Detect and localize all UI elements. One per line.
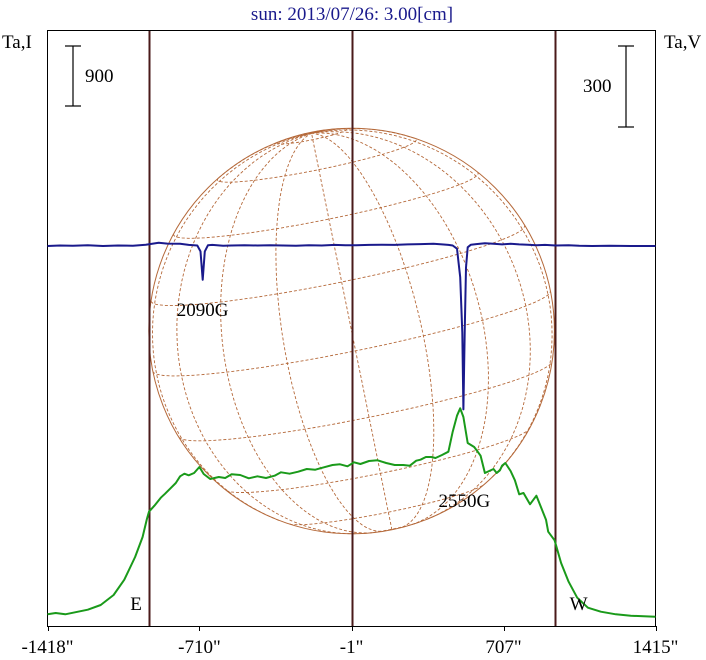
longitude-line [176, 132, 356, 535]
annotations: 2090G 2550G [177, 300, 491, 512]
limb-marker-e: E [130, 594, 142, 615]
series-line-intensity [47, 407, 656, 618]
right-scale-bar [618, 45, 634, 128]
longitude-line [311, 128, 415, 139]
longitude-line [311, 132, 489, 526]
left-scale-bar [65, 45, 81, 107]
longitude-line [311, 129, 553, 478]
left-scale-value: 900 [85, 66, 114, 87]
right-axis-label: Ta,V [664, 32, 701, 53]
latitude-line [173, 172, 479, 239]
series-layer [47, 241, 656, 618]
chart-title: sun: 2013/07/26: 3.00[cm] [251, 4, 453, 25]
longitude-line [311, 130, 319, 134]
x-tick-label: -1" [340, 637, 364, 658]
annotation-label: 2550G [439, 491, 491, 512]
longitude-line [311, 132, 435, 528]
annotation-label: 2090G [177, 300, 229, 321]
x-tick-label: 707" [485, 637, 521, 658]
limb-marker-w: W [570, 594, 588, 615]
x-tick-labels: -1418" -710" -1" 707" 1415" [21, 626, 678, 658]
right-scale-value: 300 [583, 76, 612, 97]
longitude-line [311, 131, 531, 520]
series-line-polarization [47, 241, 656, 411]
longitude-line [311, 133, 393, 530]
latitude-line [178, 361, 553, 442]
left-axis-label: Ta,I [2, 32, 32, 53]
x-tick-label: -1418" [21, 637, 73, 658]
longitude-line [152, 132, 312, 521]
longitude-line [218, 132, 312, 179]
x-tick-label: 1415" [633, 637, 679, 658]
longitude-line [220, 132, 372, 534]
longitude-line [311, 128, 339, 134]
x-tick-label: -710" [178, 637, 221, 658]
limb-lines [148, 31, 557, 626]
longitude-line [275, 132, 382, 532]
